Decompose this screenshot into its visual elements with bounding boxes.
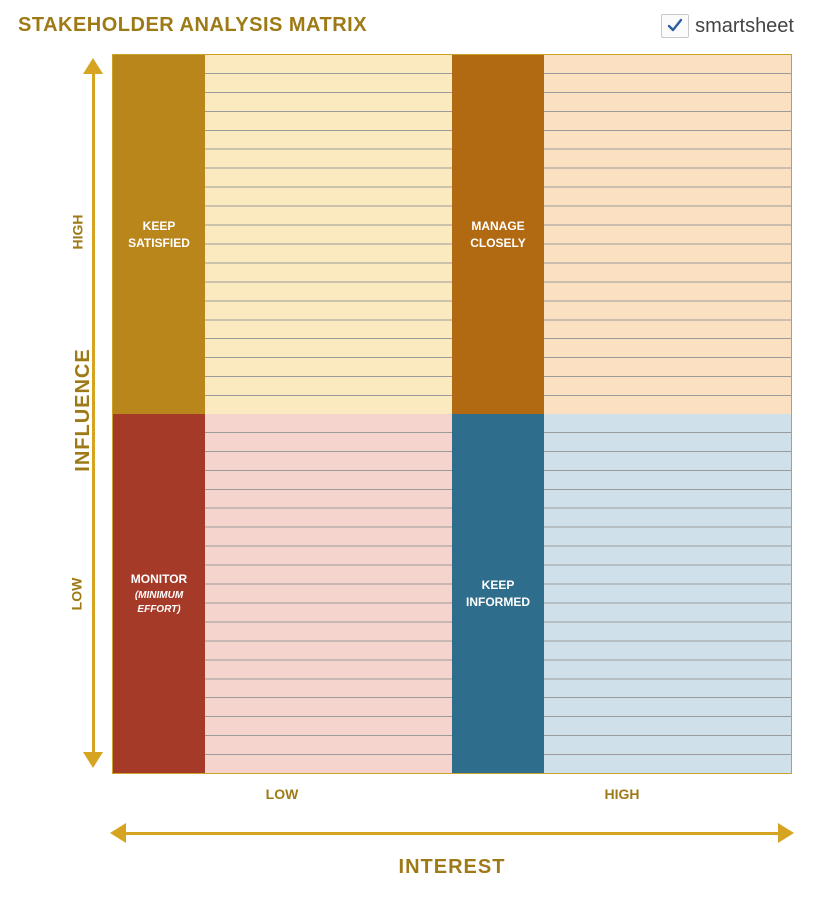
arrow-down-icon	[83, 752, 103, 768]
brand-name: smartsheet	[695, 15, 794, 38]
quadrant-manage-closely-area	[544, 55, 791, 414]
y-axis-title: INFLUENCE	[72, 348, 95, 471]
x-axis-high-label: HIGH	[452, 786, 792, 802]
x-axis-low-label: LOW	[112, 786, 452, 802]
y-axis-high-label: HIGH	[70, 215, 86, 250]
arrow-up-icon	[83, 58, 103, 74]
x-axis-arrow	[112, 830, 792, 836]
checkmark-icon	[661, 14, 689, 38]
y-axis-low-label: LOW	[68, 578, 84, 611]
quadrant-monitor-label: MONITOR(MINIMUM EFFORT)	[113, 414, 205, 773]
arrow-left-icon	[110, 823, 126, 843]
quadrant-keep-informed-label: KEEP INFORMED	[452, 414, 544, 773]
arrow-right-icon	[778, 823, 794, 843]
quadrant-keep-informed-area	[544, 414, 791, 773]
quadrant-manage-closely-label: MANAGE CLOSELY	[452, 55, 544, 414]
x-axis-title: INTEREST	[112, 856, 792, 879]
quadrant-keep-satisfied-area	[205, 55, 452, 414]
quadrant-monitor-area	[205, 414, 452, 773]
matrix: KEEP SATISFIED MANAGE CLOSELY MONITOR(MI…	[112, 54, 792, 774]
brand-logo: smartsheet	[661, 14, 794, 38]
quadrant-keep-satisfied-label: KEEP SATISFIED	[113, 55, 205, 414]
